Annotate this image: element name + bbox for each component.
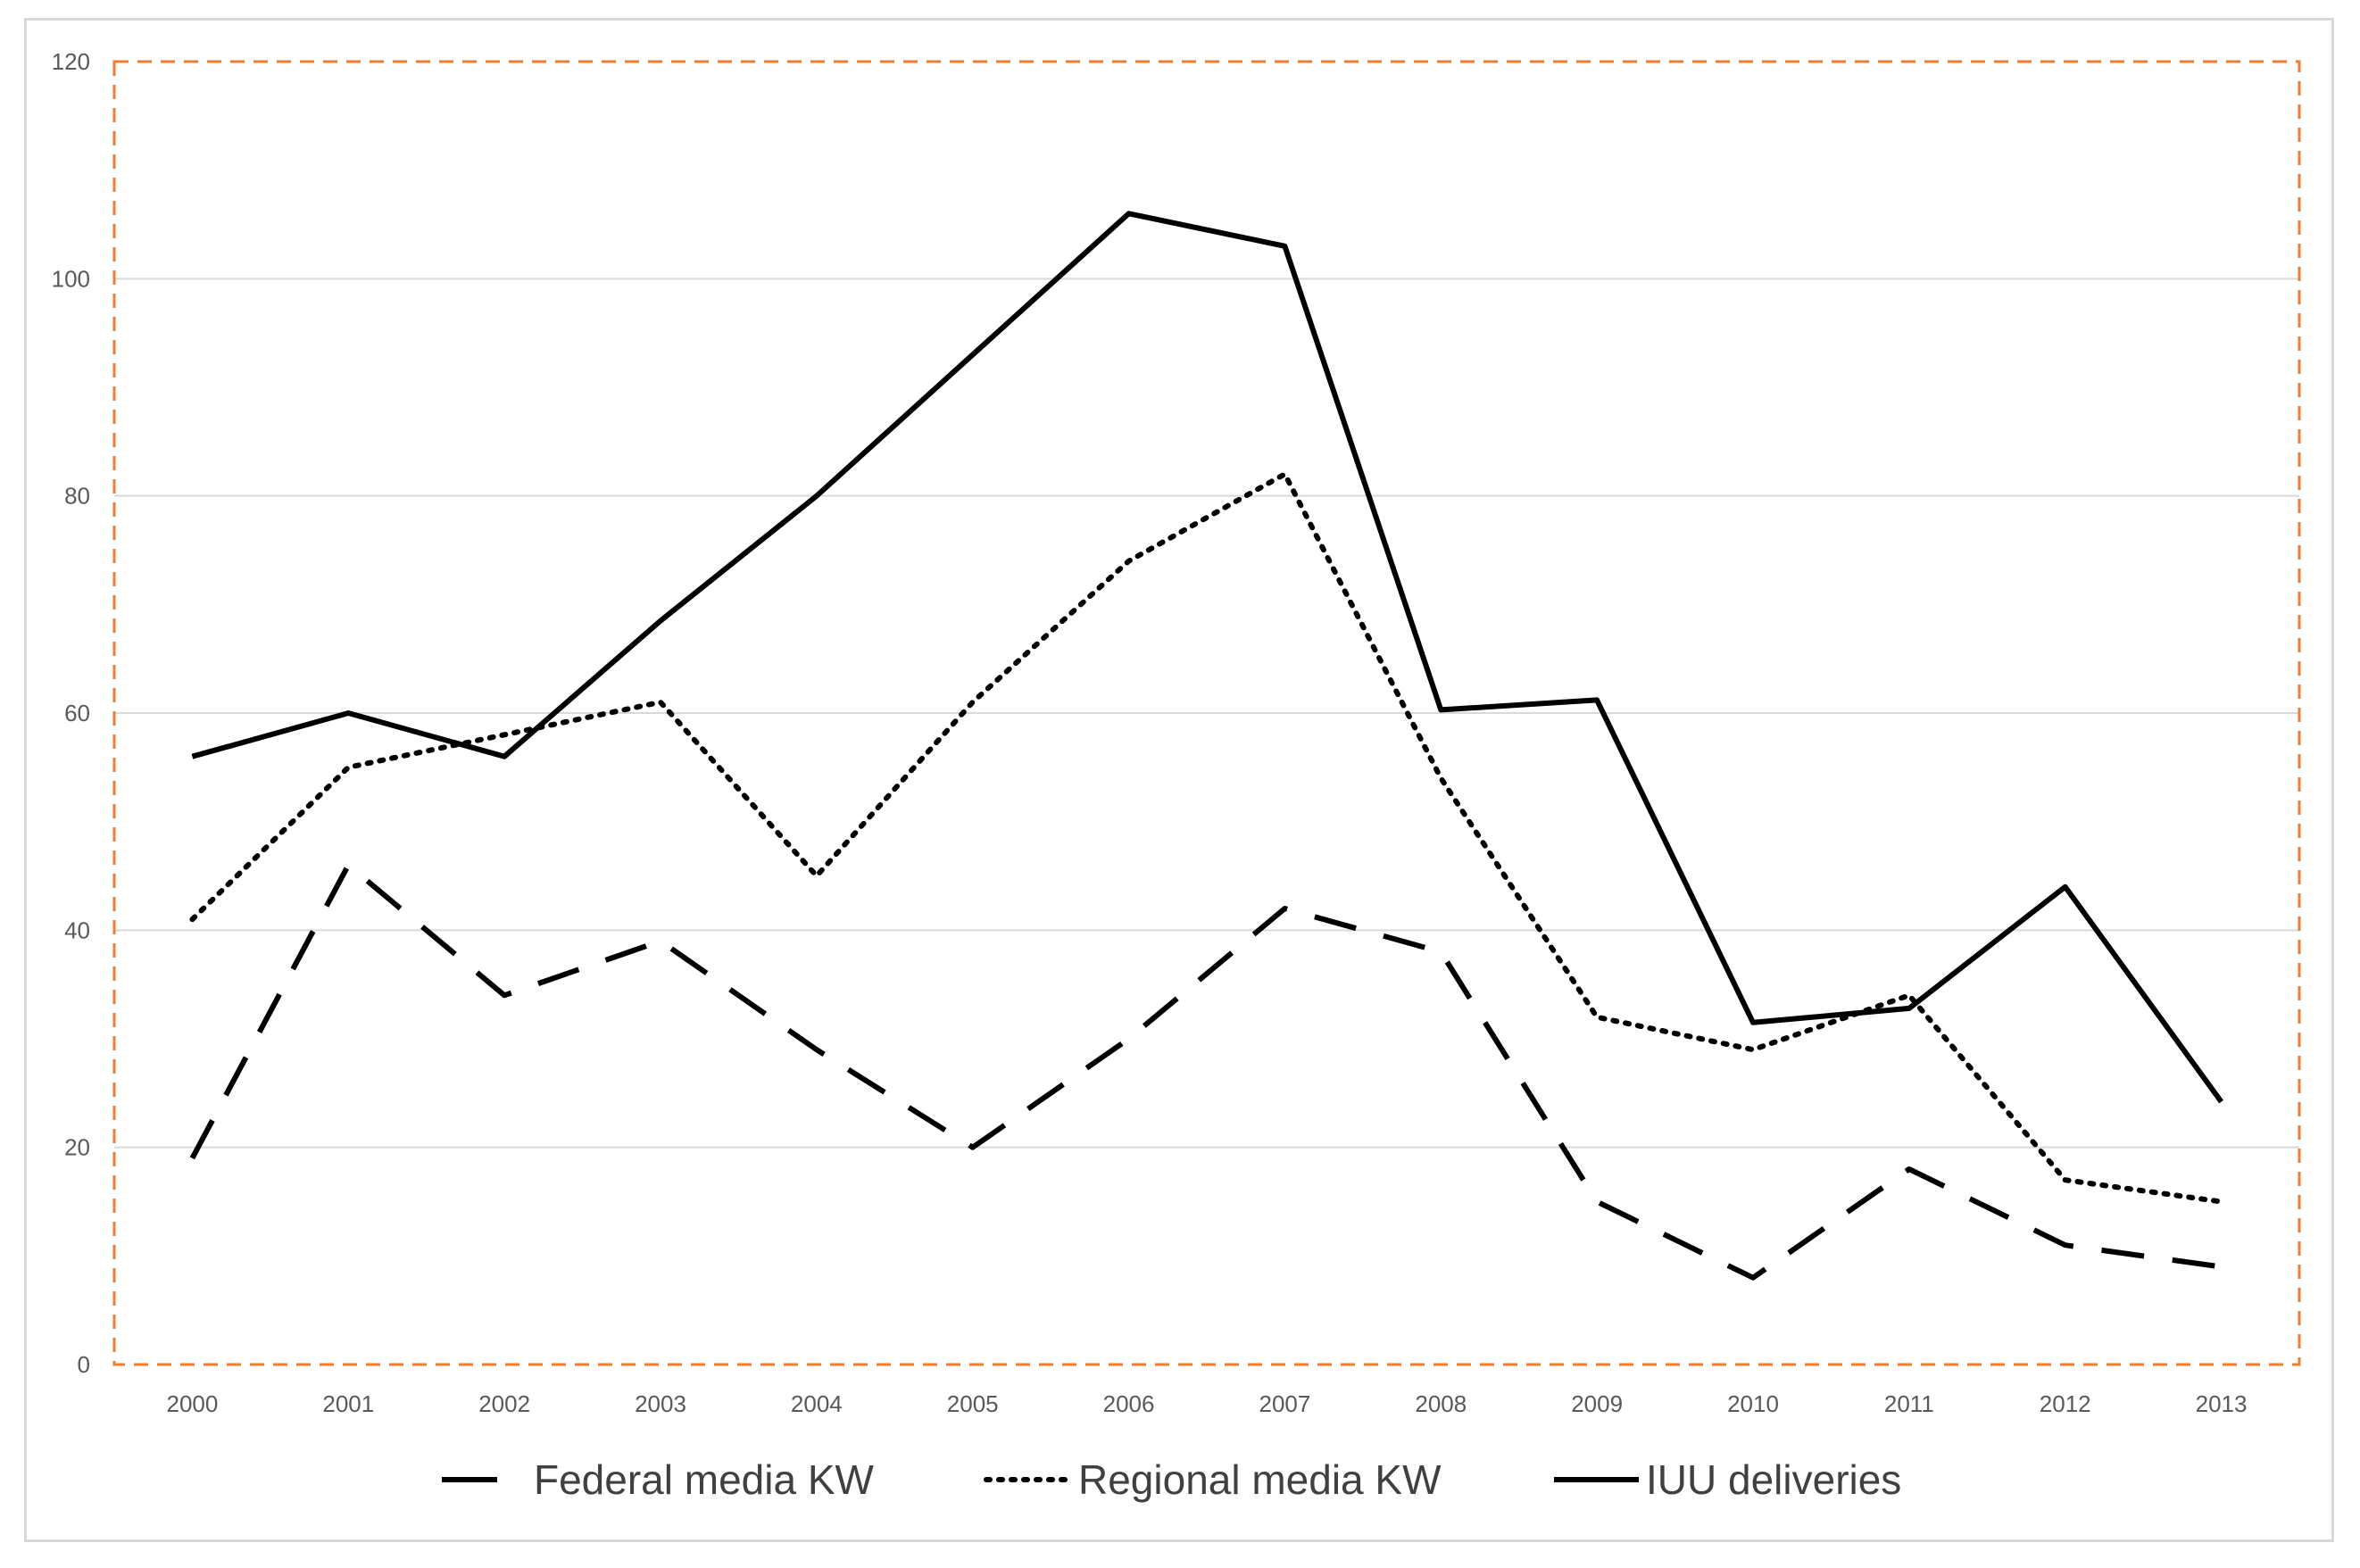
series-line-federal-media-kw — [189, 862, 2223, 1281]
series-line-iuu-deliveries — [191, 211, 2224, 1104]
legend-label: Federal media KW — [534, 1456, 874, 1503]
y-tick-label: 0 — [78, 1351, 90, 1378]
legend-label: IUU deliveries — [1646, 1456, 1901, 1503]
y-tick-label: 120 — [52, 48, 90, 75]
y-tick-label: 40 — [64, 917, 90, 943]
data-point — [2221, 1201, 2222, 1202]
x-tick-label: 2010 — [1727, 1390, 1779, 1417]
x-tick-label: 2004 — [791, 1390, 843, 1417]
x-tick-label: 2009 — [1571, 1390, 1623, 1417]
plot-area-border — [112, 60, 2301, 1366]
chart-container — [24, 18, 2334, 1542]
x-tick-label: 2006 — [1103, 1390, 1155, 1417]
y-tick-label: 80 — [64, 483, 90, 510]
y-tick-label: 20 — [64, 1134, 90, 1161]
gridlines — [114, 278, 2299, 1149]
x-tick-label: 2007 — [1259, 1390, 1311, 1417]
legend: Federal media KW Regional media KW IUU del… — [442, 1456, 1901, 1503]
x-tick-label: 2012 — [2040, 1390, 2091, 1417]
x-tick-label: 2000 — [167, 1390, 219, 1417]
x-tick-label: 2011 — [1884, 1390, 1934, 1417]
data-point — [1597, 1201, 1598, 1202]
y-tick-label: 60 — [64, 700, 90, 726]
y-tick-label: 100 — [52, 265, 90, 292]
x-tick-label: 2008 — [1415, 1390, 1467, 1417]
x-tick-label: 2003 — [635, 1390, 686, 1417]
y-axis-ticks: 0 20 40 60 80 100 120 — [52, 48, 90, 1378]
x-axis-ticks: 2000 2001 2002 2003 2004 2005 2006 2007 2008 2009… — [167, 1390, 2248, 1417]
data-point — [2221, 1266, 2222, 1267]
series-line-regional-media-kw — [189, 471, 2224, 1205]
data-point — [1908, 995, 1909, 996]
data-point — [1441, 951, 1442, 952]
data-point — [816, 875, 817, 876]
data-point — [348, 865, 349, 866]
series-lines — [189, 211, 2224, 1281]
data-point — [1597, 1016, 1598, 1017]
x-tick-label: 2001 — [322, 1390, 374, 1417]
x-tick-label: 2013 — [2196, 1390, 2248, 1417]
x-tick-label: 2002 — [478, 1390, 530, 1417]
x-tick-label: 2005 — [947, 1390, 999, 1417]
legend-label: Regional media KW — [1078, 1456, 1442, 1503]
data-point — [1128, 1039, 1129, 1040]
